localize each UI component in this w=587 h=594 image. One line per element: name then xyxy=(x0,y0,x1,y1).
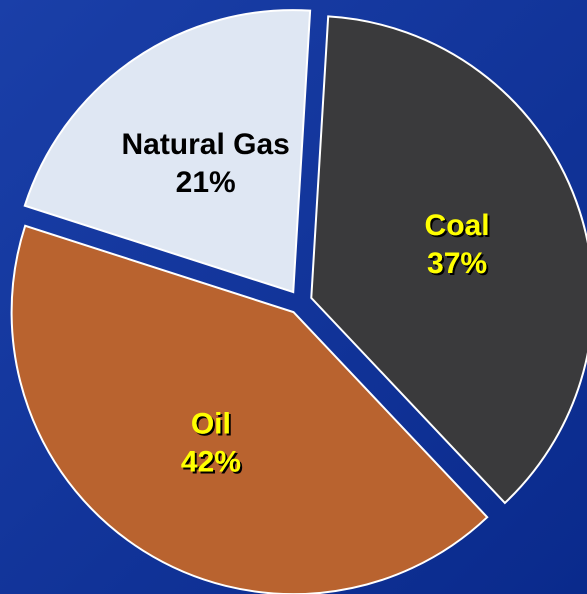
chart: Coal 37% Oil 42% Natural Gas 21% xyxy=(0,0,587,594)
slice-label: Oil xyxy=(191,407,231,440)
page: Coal37%Oil42%Natural Gas21% (() => { con… xyxy=(0,0,587,594)
value-label: 37% xyxy=(427,247,487,280)
value-label: 21% xyxy=(176,166,236,199)
slice-label: Natural Gas xyxy=(121,128,289,161)
slice-label: Coal xyxy=(425,209,490,242)
value-label: 42% xyxy=(181,445,241,478)
